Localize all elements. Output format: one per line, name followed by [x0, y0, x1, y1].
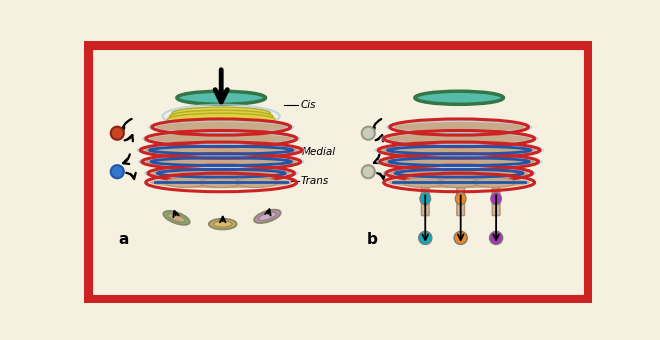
Text: a: a	[119, 232, 129, 247]
FancyBboxPatch shape	[492, 188, 500, 216]
Ellipse shape	[164, 211, 189, 225]
Ellipse shape	[209, 219, 237, 230]
Ellipse shape	[382, 164, 536, 182]
Ellipse shape	[146, 157, 297, 167]
Ellipse shape	[156, 122, 286, 132]
Ellipse shape	[438, 177, 480, 187]
Ellipse shape	[393, 122, 525, 132]
Text: Medial: Medial	[302, 147, 336, 157]
Ellipse shape	[214, 221, 232, 227]
Ellipse shape	[474, 177, 515, 187]
FancyBboxPatch shape	[421, 188, 429, 216]
Ellipse shape	[491, 192, 502, 205]
Ellipse shape	[415, 91, 504, 104]
Ellipse shape	[168, 214, 185, 222]
Ellipse shape	[144, 145, 298, 155]
Ellipse shape	[138, 153, 304, 171]
Ellipse shape	[383, 157, 535, 167]
Ellipse shape	[172, 107, 271, 119]
Ellipse shape	[168, 113, 275, 125]
Ellipse shape	[420, 192, 430, 205]
FancyBboxPatch shape	[457, 188, 465, 216]
Ellipse shape	[152, 168, 290, 178]
Ellipse shape	[362, 165, 375, 178]
Ellipse shape	[455, 192, 466, 205]
Ellipse shape	[177, 91, 265, 104]
Ellipse shape	[170, 110, 273, 122]
Ellipse shape	[150, 177, 292, 188]
Ellipse shape	[111, 165, 124, 178]
Ellipse shape	[201, 177, 242, 187]
Ellipse shape	[374, 141, 544, 159]
Text: b: b	[367, 232, 378, 247]
Ellipse shape	[144, 164, 298, 182]
Ellipse shape	[236, 177, 277, 187]
Ellipse shape	[165, 177, 207, 187]
Ellipse shape	[137, 141, 306, 159]
Ellipse shape	[150, 134, 293, 143]
Ellipse shape	[254, 210, 280, 223]
Ellipse shape	[376, 153, 543, 171]
Ellipse shape	[418, 232, 432, 244]
Ellipse shape	[454, 232, 467, 244]
Ellipse shape	[111, 127, 124, 140]
Ellipse shape	[403, 177, 445, 187]
Ellipse shape	[388, 177, 531, 188]
Ellipse shape	[259, 212, 277, 220]
Ellipse shape	[386, 118, 532, 136]
Ellipse shape	[390, 168, 529, 178]
Ellipse shape	[142, 130, 300, 148]
Ellipse shape	[382, 145, 536, 155]
Ellipse shape	[148, 118, 294, 136]
Ellipse shape	[362, 127, 375, 140]
Ellipse shape	[387, 134, 531, 143]
Text: Cis: Cis	[300, 101, 316, 111]
Text: Trans: Trans	[300, 176, 329, 186]
Ellipse shape	[490, 232, 503, 244]
Ellipse shape	[380, 130, 539, 148]
